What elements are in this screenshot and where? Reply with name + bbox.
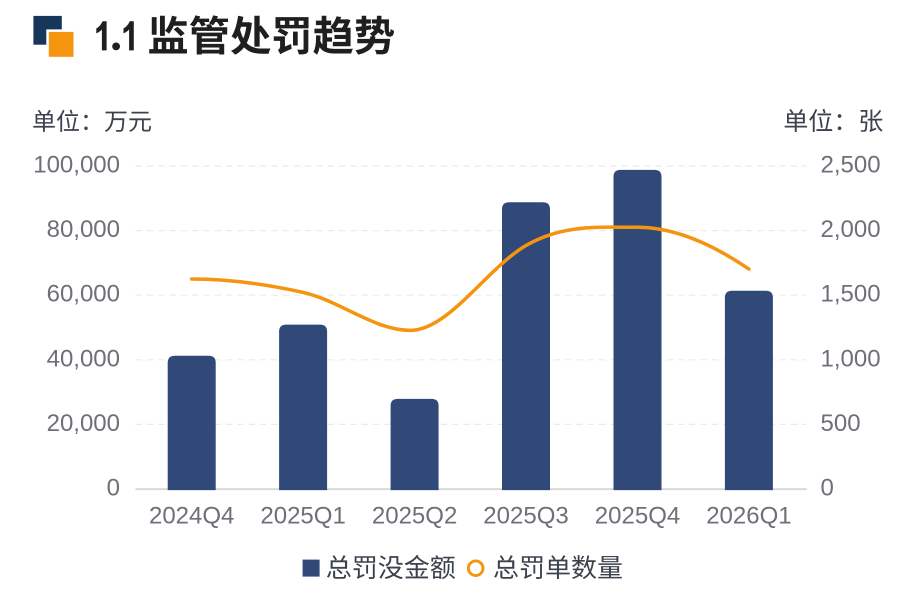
svg-text:0: 0: [107, 475, 120, 502]
svg-text:2024Q4: 2024Q4: [149, 503, 234, 530]
svg-text:100,000: 100,000: [33, 152, 120, 179]
svg-text:20,000: 20,000: [47, 410, 120, 437]
svg-text:40,000: 40,000: [47, 345, 120, 372]
svg-text:2025Q4: 2025Q4: [595, 503, 680, 530]
svg-text:2026Q1: 2026Q1: [706, 503, 791, 530]
svg-text:500: 500: [821, 410, 861, 437]
svg-text:2,000: 2,000: [821, 216, 881, 243]
svg-text:2025Q2: 2025Q2: [372, 503, 457, 530]
svg-text:2025Q1: 2025Q1: [260, 503, 345, 530]
svg-text:80,000: 80,000: [47, 216, 120, 243]
svg-text:1,500: 1,500: [821, 281, 881, 308]
svg-text:2,500: 2,500: [821, 152, 881, 179]
svg-text:2025Q3: 2025Q3: [483, 503, 568, 530]
svg-text:60,000: 60,000: [47, 281, 120, 308]
svg-text:0: 0: [821, 475, 834, 502]
svg-text:1,000: 1,000: [821, 345, 881, 372]
